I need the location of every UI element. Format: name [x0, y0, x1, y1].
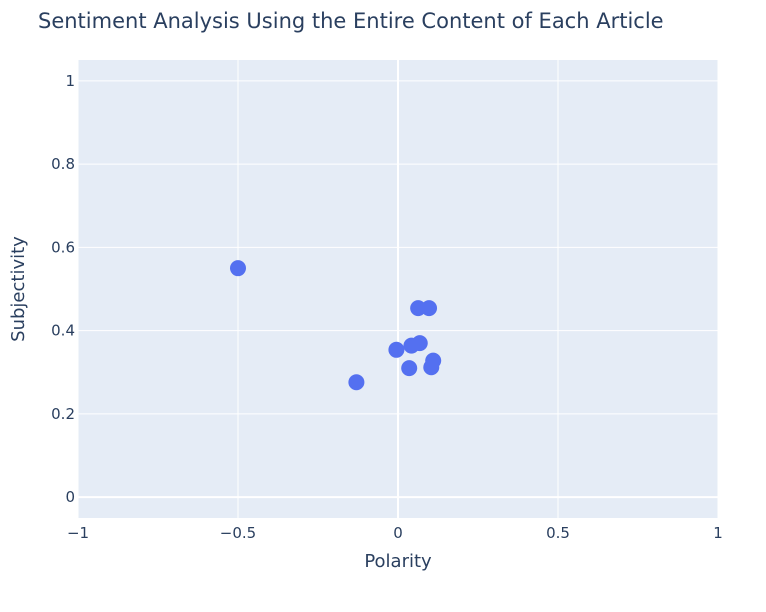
- x-tick-label: −1: [67, 524, 89, 542]
- y-tick-label: 0.8: [51, 155, 75, 173]
- grid-lines: [77, 60, 719, 518]
- y-tick-label: 0.4: [51, 322, 75, 340]
- data-points: [230, 260, 442, 391]
- chart-title: Sentiment Analysis Using the Entire Cont…: [38, 9, 664, 33]
- data-point: [348, 374, 365, 391]
- y-tick-label: 0: [65, 488, 75, 506]
- y-axis-ticks: 0 0.2 0.4 0.6 0.8 1: [51, 72, 75, 506]
- data-point: [411, 335, 428, 352]
- x-axis-ticks: −1 −0.5 0 0.5 1: [67, 524, 723, 542]
- x-tick-label: 0.5: [546, 524, 570, 542]
- y-tick-label: 0.6: [51, 238, 75, 256]
- x-axis-label: Polarity: [364, 551, 432, 572]
- data-point: [401, 360, 418, 377]
- data-point: [425, 352, 442, 369]
- y-tick-label: 1: [65, 72, 75, 90]
- x-tick-label: 0: [393, 524, 403, 542]
- data-point: [421, 300, 438, 317]
- data-point: [388, 341, 405, 358]
- x-tick-label: −0.5: [220, 524, 256, 542]
- y-tick-label: 0.2: [51, 405, 75, 423]
- y-axis-label: Subjectivity: [8, 236, 29, 342]
- data-point: [230, 260, 246, 277]
- x-tick-label: 1: [713, 524, 723, 542]
